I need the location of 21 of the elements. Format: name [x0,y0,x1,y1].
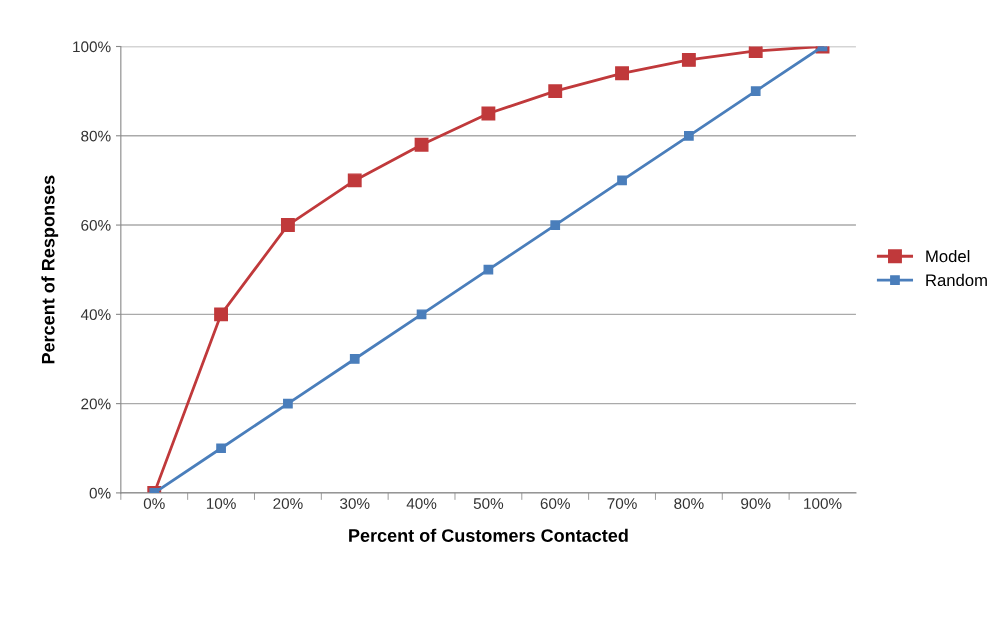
y-tick-label: 0% [89,487,111,499]
x-tick-label: 100% [804,498,842,509]
x-tick-label: 40% [406,498,437,509]
x-axis-title: Percent of Customers Contacted [349,528,628,542]
x-tick-label: 30% [340,498,370,509]
x-tick-label: 80% [674,498,704,509]
legend-label: Model [926,250,970,263]
x-tick-label: 10% [206,498,236,509]
y-axis-title: Percent of Responses [41,175,59,364]
x-tick-label: 90% [741,498,771,509]
x-tick-label: 0% [143,498,165,509]
y-tick-label: 40% [80,309,111,321]
y-tick-label: 20% [81,398,111,410]
x-tick-label: 50% [473,498,504,509]
y-tick-label: 80% [81,130,111,142]
y-tick-label: 60% [81,219,111,231]
x-tick-label: 70% [607,498,637,509]
x-tick-label: 60% [540,498,570,509]
x-tick-label: 20% [273,498,303,509]
legend-label: Random [926,273,987,287]
y-tick-label: 100% [73,41,111,53]
